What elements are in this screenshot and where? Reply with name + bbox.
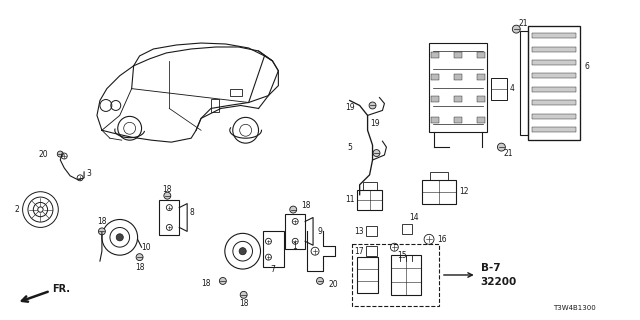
Bar <box>532 100 576 105</box>
Text: 5: 5 <box>348 143 353 152</box>
Circle shape <box>240 291 247 298</box>
Bar <box>262 231 284 267</box>
Bar <box>532 74 576 78</box>
Text: 2: 2 <box>15 205 20 214</box>
Bar <box>230 89 242 96</box>
Bar <box>532 33 576 38</box>
Circle shape <box>116 234 124 241</box>
Bar <box>477 52 484 58</box>
Circle shape <box>373 149 380 156</box>
Circle shape <box>290 206 297 213</box>
Bar <box>356 190 383 210</box>
Text: FR.: FR. <box>52 284 70 294</box>
Bar <box>431 74 439 80</box>
Bar <box>352 244 439 306</box>
Bar <box>365 246 378 256</box>
Text: 6: 6 <box>585 61 589 71</box>
Circle shape <box>317 277 323 284</box>
Bar <box>363 182 376 190</box>
Text: 18: 18 <box>239 299 248 308</box>
Bar <box>454 52 461 58</box>
Bar <box>477 96 484 101</box>
Text: 14: 14 <box>409 213 419 222</box>
Text: 18: 18 <box>97 217 107 226</box>
Circle shape <box>239 248 246 255</box>
Bar <box>431 52 439 58</box>
Circle shape <box>497 143 506 151</box>
Bar <box>159 200 179 235</box>
Bar <box>454 96 461 101</box>
Circle shape <box>369 102 376 109</box>
Text: 18: 18 <box>163 185 172 194</box>
Bar <box>429 43 486 132</box>
Bar <box>532 114 576 119</box>
Text: 20: 20 <box>329 280 339 289</box>
Text: 32200: 32200 <box>481 277 517 287</box>
Text: 8: 8 <box>189 208 194 217</box>
Bar <box>532 47 576 52</box>
Bar <box>403 224 412 234</box>
Circle shape <box>136 254 143 260</box>
Bar <box>532 127 576 132</box>
Bar <box>431 117 439 123</box>
Bar <box>528 26 580 140</box>
Text: 16: 16 <box>437 235 447 244</box>
Text: 10: 10 <box>141 243 151 252</box>
Bar <box>422 180 456 204</box>
Text: 17: 17 <box>354 247 364 256</box>
Circle shape <box>99 228 106 235</box>
Text: 15: 15 <box>397 251 407 260</box>
Text: 19: 19 <box>345 103 355 112</box>
Bar <box>454 74 461 80</box>
Text: 12: 12 <box>459 187 468 196</box>
Text: B-7: B-7 <box>481 263 500 273</box>
Text: 18: 18 <box>301 201 310 210</box>
Bar <box>477 117 484 123</box>
Bar <box>532 60 576 65</box>
Circle shape <box>164 192 171 199</box>
Bar <box>477 74 484 80</box>
Bar <box>211 99 219 112</box>
Text: 18: 18 <box>202 279 211 288</box>
Text: 21: 21 <box>504 148 513 157</box>
Bar <box>365 227 378 236</box>
Bar <box>431 96 439 101</box>
Circle shape <box>58 151 63 157</box>
Text: 4: 4 <box>509 84 514 93</box>
Text: 13: 13 <box>354 227 364 236</box>
Text: 3: 3 <box>86 169 91 178</box>
Text: 20: 20 <box>39 149 49 158</box>
Bar <box>285 213 305 249</box>
Text: 21: 21 <box>518 19 528 28</box>
Bar <box>430 172 448 180</box>
Text: 9: 9 <box>317 227 322 236</box>
Bar <box>356 257 378 293</box>
Bar <box>492 78 508 100</box>
Bar <box>532 87 576 92</box>
Circle shape <box>220 277 227 284</box>
Text: 19: 19 <box>370 119 380 128</box>
Bar <box>454 117 461 123</box>
Bar <box>392 255 421 295</box>
Text: T3W4B1300: T3W4B1300 <box>553 305 596 311</box>
Text: 11: 11 <box>345 195 355 204</box>
Bar <box>520 31 528 135</box>
Text: 1: 1 <box>292 242 297 251</box>
Text: 7: 7 <box>271 265 275 274</box>
Text: 18: 18 <box>135 263 145 272</box>
Circle shape <box>512 25 520 33</box>
